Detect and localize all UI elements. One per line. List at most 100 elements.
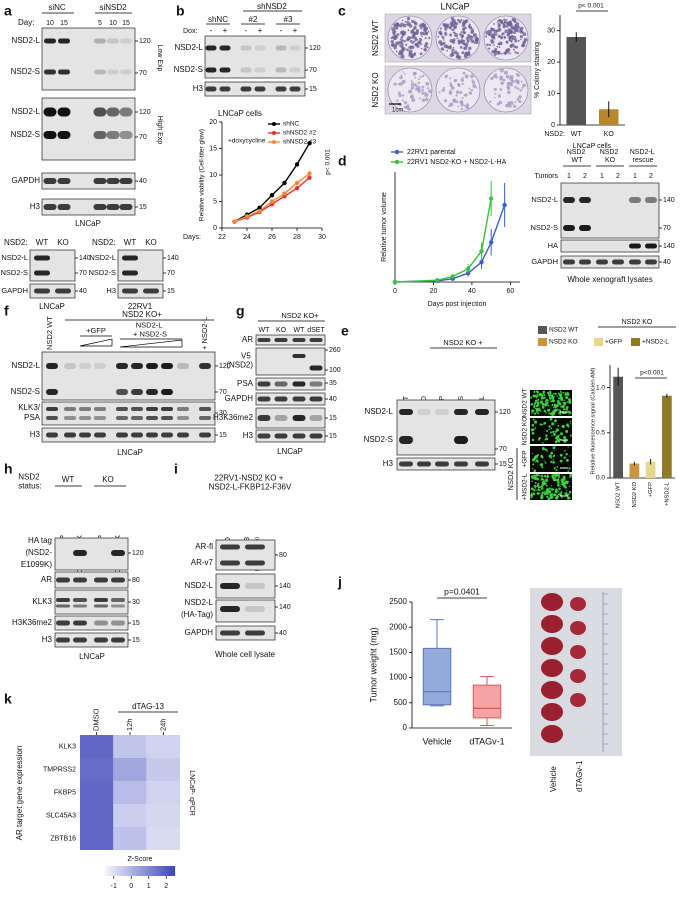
legend-swatch <box>272 122 276 126</box>
cell <box>551 422 555 426</box>
label: 1cm <box>392 108 403 114</box>
cell <box>558 402 562 406</box>
cell <box>561 392 563 394</box>
cell <box>548 428 550 431</box>
colony <box>449 33 452 37</box>
label: (HA-Tag) <box>181 610 213 619</box>
label: shNSD2 <box>257 2 287 11</box>
cell <box>540 479 542 481</box>
label: NSD2-S <box>530 223 558 232</box>
panel-letter: h <box>4 461 13 477</box>
heat-cell <box>113 827 147 850</box>
label: NSD2-L + NSD2-S <box>133 321 167 339</box>
colony <box>397 42 400 45</box>
label: AR <box>242 335 253 344</box>
colony <box>420 47 423 50</box>
cell <box>565 396 569 400</box>
cell <box>562 408 566 411</box>
colorbar-step <box>117 866 120 876</box>
cell <box>564 391 566 394</box>
cell <box>553 493 557 497</box>
colony <box>408 45 412 49</box>
colony <box>457 105 460 108</box>
label: NSD2-S <box>11 387 40 396</box>
band <box>116 407 128 411</box>
colony <box>398 44 401 47</box>
cell <box>535 461 537 463</box>
colony <box>463 71 466 75</box>
colony <box>391 27 396 31</box>
cell <box>549 493 553 496</box>
band <box>292 396 306 402</box>
x-tick-label: 0 <box>393 288 397 295</box>
cell <box>558 434 560 436</box>
cell <box>540 394 544 397</box>
cell <box>567 493 570 496</box>
band <box>119 204 133 210</box>
colony <box>451 53 455 57</box>
band <box>143 288 159 294</box>
cell <box>530 493 534 497</box>
column-label: DMSO <box>92 708 101 731</box>
tumor <box>570 621 586 635</box>
label: Vehicle <box>549 766 558 792</box>
cell <box>560 496 563 499</box>
y-tick-label: 2000 <box>389 622 407 631</box>
mw-marker: 15 <box>167 288 175 295</box>
cell <box>546 450 548 452</box>
label: NSD2 KO <box>622 319 653 326</box>
band <box>46 363 58 369</box>
cell <box>533 406 536 409</box>
colony <box>464 26 467 30</box>
blot-strip <box>255 347 326 376</box>
band <box>120 38 132 44</box>
cell <box>537 453 539 456</box>
mw-marker: 120 <box>139 109 151 116</box>
colony <box>516 51 520 55</box>
point <box>257 208 262 214</box>
band <box>274 381 288 387</box>
cell <box>533 492 536 495</box>
colony <box>442 41 446 45</box>
mw-marker: 70 <box>139 134 147 141</box>
label: shNC <box>208 15 228 24</box>
colorbar-step <box>131 866 134 876</box>
colony <box>514 39 518 43</box>
x-tick-label: 28 <box>293 234 301 241</box>
colony <box>506 86 511 91</box>
label-line: NSD2-L <box>630 149 657 156</box>
cell <box>541 466 544 469</box>
mw-marker: 70 <box>309 67 317 74</box>
cell <box>530 428 534 432</box>
cell <box>537 462 539 464</box>
colony <box>496 45 499 48</box>
band <box>254 86 266 92</box>
label: Tumors <box>535 173 559 180</box>
cell <box>552 430 555 434</box>
band <box>245 544 265 550</box>
x-tick-label: WT <box>571 131 583 138</box>
colony <box>472 84 477 88</box>
colony <box>455 100 459 104</box>
colony <box>401 30 405 34</box>
colony <box>444 25 447 28</box>
colorbar-step <box>163 866 166 876</box>
blot-strip <box>41 27 136 91</box>
mw-marker: 35 <box>329 380 337 387</box>
colony <box>466 52 471 57</box>
band <box>309 415 323 421</box>
mw-marker: 40 <box>329 396 337 403</box>
cell <box>560 432 563 436</box>
colorbar-step <box>157 866 160 876</box>
band <box>44 69 56 75</box>
mw-marker: 30 <box>219 410 227 417</box>
colony <box>463 46 468 50</box>
band <box>629 243 641 249</box>
legend-swatch <box>538 338 547 346</box>
colorbar-step <box>169 866 172 876</box>
legend-label: NSD2 KO <box>549 339 578 346</box>
band <box>119 131 133 139</box>
band <box>46 407 58 411</box>
band <box>199 416 211 420</box>
colony <box>406 24 410 27</box>
